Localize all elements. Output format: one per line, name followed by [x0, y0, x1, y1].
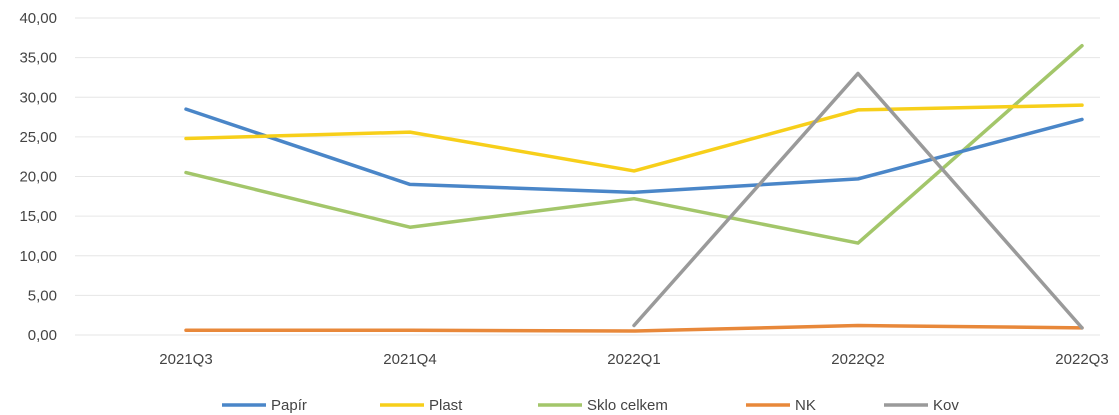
legend-item: Papír — [222, 397, 307, 414]
y-tick-label: 30,00 — [19, 89, 57, 106]
series-line-nk — [184, 323, 1084, 333]
legend-item: NK — [746, 397, 816, 414]
y-tick-label: 5,00 — [28, 287, 57, 304]
legend-label: NK — [795, 397, 816, 414]
y-tick-label: 10,00 — [19, 248, 57, 265]
series-line-sklo-celkem — [184, 43, 1084, 245]
series-line-plast — [184, 103, 1084, 173]
legend-item: Kov — [884, 397, 959, 414]
x-tick-label: 2022Q3 — [1055, 351, 1108, 368]
y-axis-ticks: 0,00 5,00 10,00 15,00 20,00 25,00 30,00 35,00 40… — [19, 10, 57, 344]
y-tick-label: 40,00 — [19, 10, 57, 27]
legend: Papír Plast Sklo celkem NK Kov — [222, 397, 959, 414]
legend-item: Sklo celkem — [538, 397, 668, 414]
x-tick-label: 2021Q3 — [159, 351, 212, 368]
x-tick-label: 2022Q2 — [831, 351, 884, 368]
x-tick-label: 2022Q1 — [607, 351, 660, 368]
y-tick-label: 0,00 — [28, 327, 57, 344]
legend-label: Plast — [429, 397, 463, 414]
x-tick-label: 2021Q4 — [383, 351, 436, 368]
legend-item: Plast — [380, 397, 463, 414]
x-axis-ticks: 2021Q3 2021Q4 2022Q1 2022Q2 2022Q3 — [159, 351, 1108, 368]
y-tick-label: 35,00 — [19, 50, 57, 67]
series-lines — [184, 43, 1084, 333]
series-line-papír — [184, 107, 1084, 195]
legend-label: Sklo celkem — [587, 397, 668, 414]
legend-label: Kov — [933, 397, 959, 414]
legend-label: Papír — [271, 397, 307, 414]
y-tick-label: 25,00 — [19, 129, 57, 146]
gridlines — [75, 17, 1100, 336]
y-tick-label: 15,00 — [19, 208, 57, 225]
y-tick-label: 20,00 — [19, 169, 57, 186]
series-line-kov — [632, 71, 1084, 330]
